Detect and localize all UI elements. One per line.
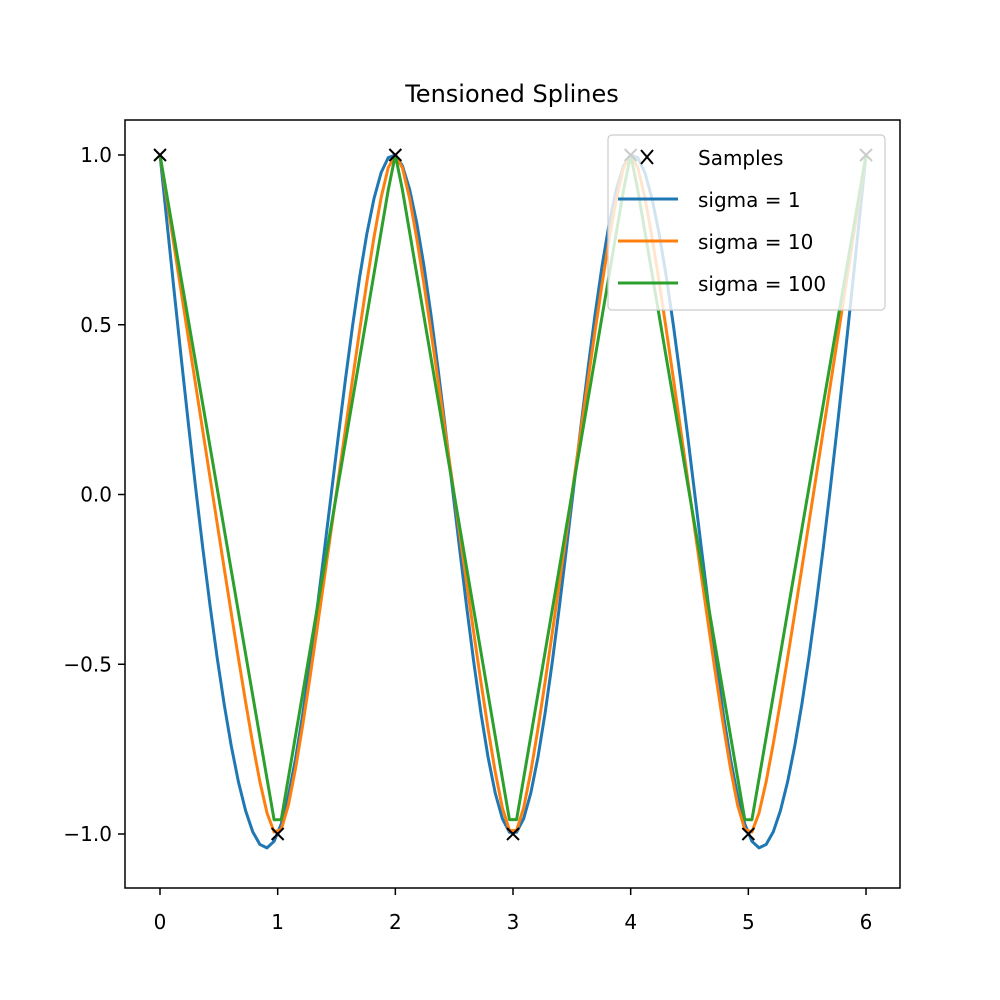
x-tick-label: 0 xyxy=(154,910,167,934)
x-tick-label: 2 xyxy=(389,910,402,934)
sample-marker xyxy=(270,827,285,841)
legend-box xyxy=(607,134,886,311)
legend-label-sigma-100: sigma = 100 xyxy=(698,272,826,296)
x-tick-label: 1 xyxy=(271,910,284,934)
y-tick-label: 0.5 xyxy=(80,313,112,337)
y-tick-label: −0.5 xyxy=(63,652,112,676)
x-tick-label: 6 xyxy=(860,910,873,934)
y-tick-label: 1.0 xyxy=(80,143,112,167)
x-tick-label: 5 xyxy=(742,910,755,934)
sample-marker xyxy=(153,148,167,162)
sample-marker xyxy=(388,148,403,162)
legend-samples-marker xyxy=(640,149,654,165)
legend-label-sigma-10: sigma = 10 xyxy=(698,230,813,254)
y-axis: 1.0 0.5 0.0 −0.5 −1.0 xyxy=(63,143,125,846)
legend-label-sigma-1: sigma = 1 xyxy=(698,188,801,212)
sample-marker xyxy=(506,827,520,841)
legend: Samples sigma = 1 sigma = 10 sigma = 100 xyxy=(607,134,886,311)
chart-title: Tensioned Splines xyxy=(404,80,619,108)
x-tick-label: 4 xyxy=(624,910,637,934)
series-line-sigma-100 xyxy=(158,153,868,822)
y-tick-label: 0.0 xyxy=(80,483,112,507)
y-tick-label: −1.0 xyxy=(63,822,112,846)
series-line-sigma-10 xyxy=(158,153,868,834)
x-axis: 0 1 2 3 4 5 6 xyxy=(154,888,873,934)
sample-marker xyxy=(741,827,756,841)
x-tick-label: 3 xyxy=(507,910,520,934)
legend-label-samples: Samples xyxy=(698,146,783,170)
